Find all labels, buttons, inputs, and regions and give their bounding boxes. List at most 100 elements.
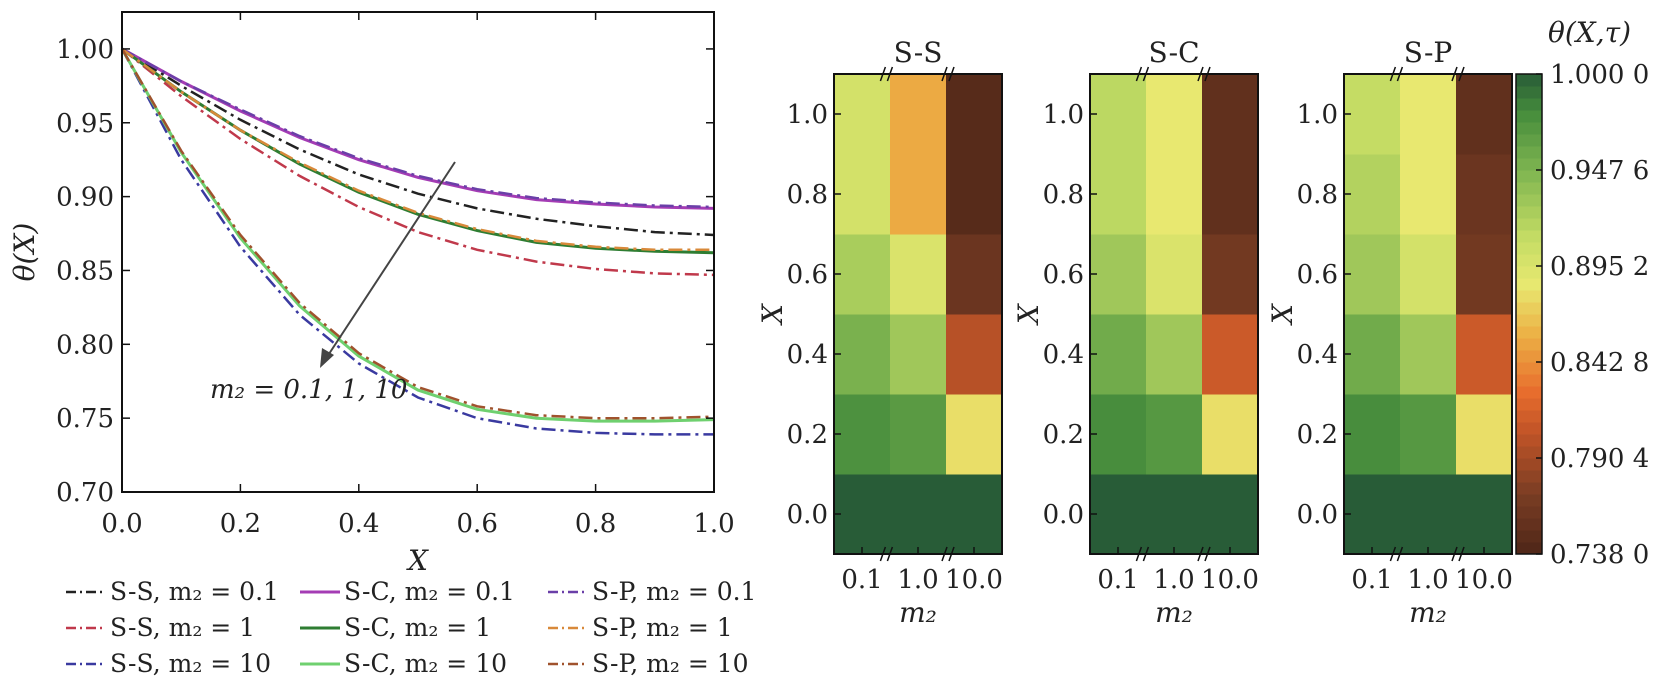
trend-arrowhead bbox=[320, 348, 334, 368]
axis-break-mark bbox=[1204, 546, 1211, 562]
colorbar-band bbox=[1516, 254, 1542, 267]
axis-break-mark bbox=[941, 66, 948, 82]
heatmap-x-tick-label: 1.0 bbox=[1407, 565, 1448, 595]
axis-break-mark bbox=[1458, 66, 1465, 82]
line-plot-frame bbox=[121, 11, 715, 493]
heatmap-xlabel: m₂ bbox=[899, 596, 937, 629]
heatmap-x-tick-label: 1.0 bbox=[1153, 565, 1194, 595]
heatmap-cell bbox=[1456, 154, 1513, 235]
legend-label: S-C, m₂ = 1 bbox=[344, 613, 491, 642]
heatmap-x-tick-label: 10.0 bbox=[945, 565, 1003, 595]
heatmap-cell bbox=[1344, 234, 1401, 315]
colorbar-band bbox=[1516, 146, 1542, 159]
heatmap-cell bbox=[1146, 474, 1203, 555]
colorbar-band bbox=[1516, 494, 1542, 507]
colorbar-band bbox=[1516, 302, 1542, 315]
y-tick-label: 0.85 bbox=[56, 256, 114, 286]
colorbar-tick-label: 0.947 6 bbox=[1550, 156, 1649, 186]
heatmap-cell bbox=[1456, 234, 1513, 315]
y-tick-label: 0.90 bbox=[56, 183, 114, 213]
heatmap-cell bbox=[1456, 74, 1513, 155]
heatmap-cell bbox=[890, 154, 947, 235]
axis-break-mark bbox=[948, 546, 955, 562]
heatmap-y-tick-label: 0.8 bbox=[787, 180, 828, 210]
heatmap-y-tick-label: 0.6 bbox=[1297, 260, 1338, 290]
colorbar-band bbox=[1516, 410, 1542, 423]
heatmap-cell bbox=[890, 74, 947, 155]
colorbar-band bbox=[1516, 278, 1542, 291]
colorbar-band bbox=[1516, 470, 1542, 483]
legend-label: S-P, m₂ = 0.1 bbox=[592, 577, 756, 606]
colorbar-band bbox=[1516, 242, 1542, 255]
heatmap-cell bbox=[946, 154, 1003, 235]
x-tick-label: 0.4 bbox=[338, 509, 379, 539]
heatmap-cell bbox=[1090, 154, 1147, 235]
colorbar-gradient bbox=[1516, 74, 1542, 555]
axis-break-mark bbox=[879, 546, 887, 562]
heatmap-cell bbox=[1090, 74, 1147, 155]
heatmap-y-tick-label: 0.6 bbox=[1043, 260, 1084, 290]
colorbar-tick-label: 0.895 2 bbox=[1550, 252, 1649, 282]
y-tick-label: 0.70 bbox=[56, 478, 114, 508]
line-series-5 bbox=[121, 47, 715, 255]
colorbar-band bbox=[1516, 422, 1542, 435]
heatmap-cell bbox=[946, 314, 1003, 395]
legend-label: S-S, m₂ = 1 bbox=[110, 613, 255, 642]
heatmap-cell bbox=[834, 394, 891, 475]
colorbar-band bbox=[1516, 86, 1542, 99]
axis-break-mark bbox=[1142, 546, 1150, 562]
x-tick-label: 0.0 bbox=[101, 509, 142, 539]
axis-break-mark bbox=[886, 66, 894, 82]
colorbar-tick-label: 0.842 8 bbox=[1550, 348, 1649, 378]
heatmap-ylabel: X bbox=[1012, 303, 1045, 326]
colorbar-band bbox=[1516, 434, 1542, 447]
heatmap-cell bbox=[1456, 394, 1513, 475]
axis-break-mark bbox=[1389, 546, 1397, 562]
line-plot-xlabel: X bbox=[406, 544, 429, 577]
axis-break-mark bbox=[1135, 66, 1143, 82]
axis-break-mark bbox=[1451, 66, 1458, 82]
legend-label: S-P, m₂ = 1 bbox=[592, 613, 733, 642]
heatmap-xlabel: m₂ bbox=[1155, 596, 1193, 629]
colorbar-band bbox=[1516, 542, 1542, 555]
colorbar-band bbox=[1516, 314, 1542, 327]
colorbar-band bbox=[1516, 350, 1542, 363]
colorbar-band bbox=[1516, 386, 1542, 399]
colorbar-band bbox=[1516, 290, 1542, 303]
axis-break-mark bbox=[948, 66, 955, 82]
colorbar-band bbox=[1516, 506, 1542, 519]
colorbar-band bbox=[1516, 170, 1542, 183]
heatmap-cell bbox=[1344, 314, 1401, 395]
colorbar-band bbox=[1516, 362, 1542, 375]
heatmap-y-tick-label: 0.0 bbox=[787, 500, 828, 530]
axis-break-mark bbox=[1142, 66, 1150, 82]
axis-break-mark bbox=[1204, 66, 1211, 82]
heatmap-cell bbox=[1202, 234, 1259, 315]
heatmap-cell bbox=[890, 474, 947, 555]
line-plot-annotation: m₂ = 0.1, 1, 10 bbox=[210, 375, 407, 405]
y-tick-label: 1.00 bbox=[56, 35, 114, 65]
heatmap-cell bbox=[1202, 394, 1259, 475]
heatmap-x-tick-label: 0.1 bbox=[1097, 565, 1138, 595]
heatmap-title: S-P bbox=[1404, 36, 1453, 69]
line-plot-legend: S-S, m₂ = 0.1 S-S, m₂ = 1 S-S, m₂ = 10 S-C,… bbox=[66, 577, 756, 678]
heatmap-cell bbox=[1400, 74, 1457, 155]
colorbar-label: θ(X,τ) bbox=[1548, 16, 1631, 49]
heatmap-cell bbox=[1400, 314, 1457, 395]
axis-break-mark bbox=[879, 66, 887, 82]
heatmap-cell bbox=[946, 394, 1003, 475]
axis-break-mark bbox=[1197, 546, 1204, 562]
axis-break-mark bbox=[886, 546, 894, 562]
heatmap-cell bbox=[890, 234, 947, 315]
legend-label: S-S, m₂ = 10 bbox=[110, 649, 271, 678]
heatmap-y-tick-label: 1.0 bbox=[787, 100, 828, 130]
colorbar-band bbox=[1516, 74, 1542, 87]
heatmap-y-tick-label: 1.0 bbox=[1297, 100, 1338, 130]
heatmap-cell bbox=[946, 234, 1003, 315]
heatmap-cell bbox=[834, 234, 891, 315]
heatmap-cell bbox=[946, 474, 1003, 555]
colorbar-band bbox=[1516, 182, 1542, 195]
colorbar-band bbox=[1516, 206, 1542, 219]
